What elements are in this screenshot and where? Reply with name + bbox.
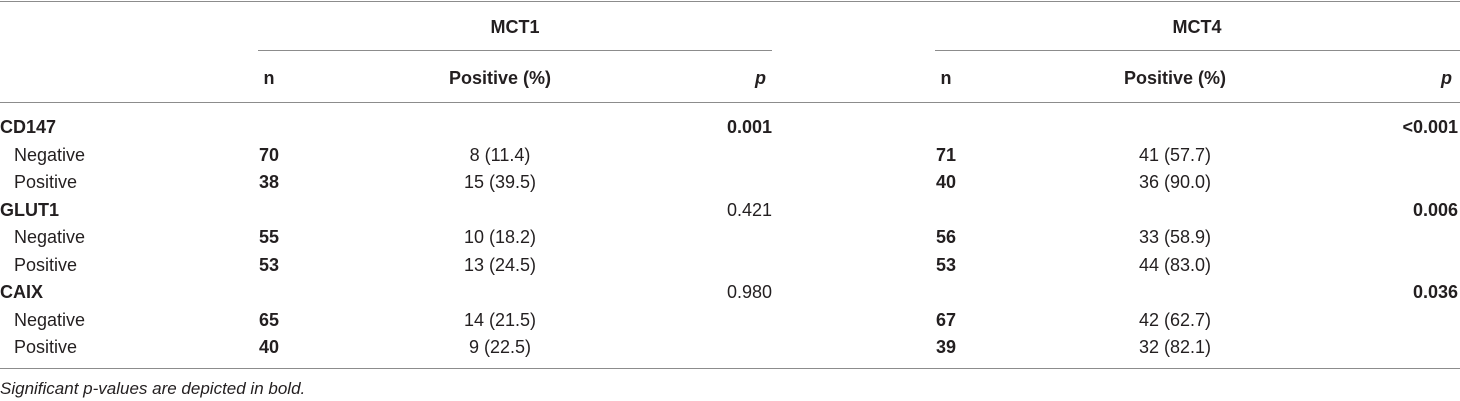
n-value: 53 bbox=[258, 254, 280, 275]
positive-value: 44 (83.0) bbox=[1138, 254, 1212, 275]
positive-value: 10 (18.2) bbox=[463, 227, 537, 247]
column-header: Positive (%) bbox=[1123, 68, 1227, 88]
n-value: 67 bbox=[935, 309, 957, 330]
n-value: 55 bbox=[258, 227, 280, 247]
rule bbox=[0, 1, 1460, 2]
column-header: p bbox=[755, 68, 766, 88]
column-header: Positive (%) bbox=[448, 68, 552, 88]
n-value: 53 bbox=[935, 254, 957, 275]
positive-value: 15 (39.5) bbox=[463, 172, 537, 192]
row-group-label: CAIX bbox=[0, 282, 44, 302]
n-value: 65 bbox=[258, 309, 280, 330]
positive-value: 33 (58.9) bbox=[1138, 227, 1212, 247]
p-value: <0.001 bbox=[1402, 117, 1458, 137]
rule bbox=[258, 50, 772, 51]
row-label: Negative bbox=[14, 144, 86, 165]
footnote: Significant p-values are depicted in bol… bbox=[0, 379, 306, 398]
positive-value: 41 (57.7) bbox=[1138, 144, 1212, 165]
n-value: 38 bbox=[258, 172, 280, 192]
group-header: MCT1 bbox=[490, 17, 540, 37]
group-header: MCT4 bbox=[1172, 17, 1222, 37]
column-header: n bbox=[263, 68, 275, 88]
positive-value: 9 (22.5) bbox=[468, 337, 532, 357]
n-value: 40 bbox=[258, 337, 280, 357]
column-header: p bbox=[1441, 68, 1452, 88]
column-header: n bbox=[940, 68, 952, 88]
rule bbox=[0, 368, 1460, 369]
n-value: 56 bbox=[935, 227, 957, 247]
row-label: Positive bbox=[14, 254, 78, 275]
rule bbox=[935, 50, 1460, 51]
row-label: Negative bbox=[14, 227, 86, 247]
positive-value: 13 (24.5) bbox=[463, 254, 537, 275]
p-value: 0.036 bbox=[1412, 282, 1458, 302]
row-label: Positive bbox=[14, 337, 78, 357]
p-value: 0.980 bbox=[726, 282, 772, 302]
p-value: 0.006 bbox=[1412, 199, 1458, 220]
n-value: 70 bbox=[258, 144, 280, 165]
positive-value: 8 (11.4) bbox=[469, 144, 531, 165]
row-label: Positive bbox=[14, 172, 78, 192]
row-group-label: CD147 bbox=[0, 117, 57, 137]
row-label: Negative bbox=[14, 309, 86, 330]
row-group-label: GLUT1 bbox=[0, 199, 60, 220]
positive-value: 36 (90.0) bbox=[1138, 172, 1212, 192]
n-value: 40 bbox=[935, 172, 957, 192]
positive-value: 42 (62.7) bbox=[1138, 309, 1212, 330]
positive-value: 14 (21.5) bbox=[463, 309, 537, 330]
p-value: 0.421 bbox=[726, 199, 772, 220]
positive-value: 32 (82.1) bbox=[1138, 337, 1212, 357]
n-value: 71 bbox=[935, 144, 957, 165]
rule bbox=[0, 102, 1460, 103]
n-value: 39 bbox=[935, 337, 957, 357]
p-value: 0.001 bbox=[726, 117, 772, 137]
